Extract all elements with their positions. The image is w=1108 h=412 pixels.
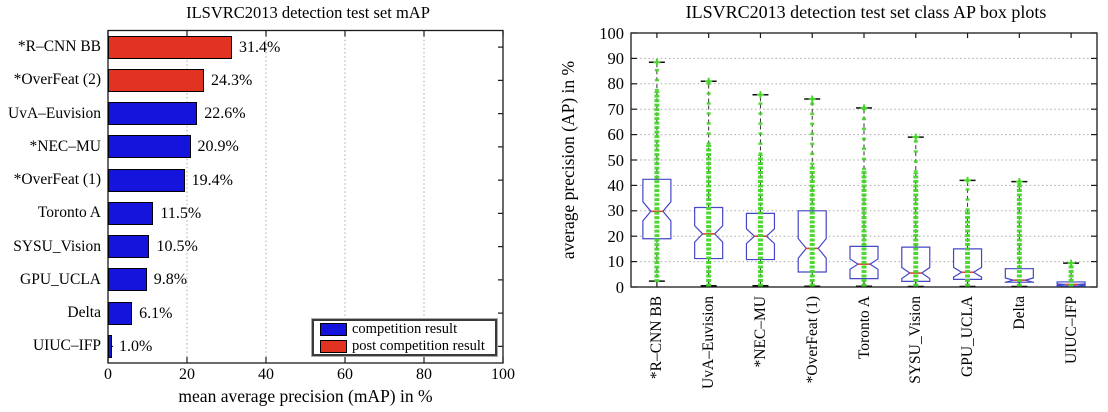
left-xtick-label-100: 100 (491, 366, 515, 383)
bar-category-label-nec-mu: *NEC–MU (29, 137, 101, 155)
bar-category-label-r-cnn-bb: *R–CNN BB (17, 38, 101, 56)
right-ytick-label-80: 80 (607, 74, 625, 94)
right-ytick-label-100: 100 (599, 23, 624, 43)
bar-nec-mu (108, 135, 191, 159)
bar-r-cnn-bb (108, 35, 233, 59)
right-ytick-label-0: 0 (615, 277, 624, 297)
bar-toronto-a (108, 201, 154, 225)
legend: competition result post competition resu… (312, 319, 497, 356)
bar-value-label-uiuc-ifp: 1.0% (118, 337, 153, 355)
right-ytick-label-20: 20 (607, 226, 625, 246)
box-category-label-toronto-a: Toronto A (855, 296, 873, 360)
bar-delta (108, 301, 133, 325)
bar-uiuc-ifp (108, 334, 112, 358)
right-ytick-label-60: 60 (607, 125, 625, 145)
box-category-label-delta: Delta (1010, 296, 1028, 330)
box-category-label-sysu-vision: SYSU_Vision (907, 296, 925, 384)
legend-swatch-competition (320, 323, 347, 336)
left-xtick-label-80: 80 (416, 366, 432, 383)
right-ytick-label-70: 70 (607, 99, 625, 119)
left-xtick-label-60: 60 (337, 366, 353, 383)
bar-category-label-uva-euvision: UvA–Euvision (8, 104, 101, 122)
bar-category-label-delta: Delta (67, 304, 101, 322)
bar-category-label-overfeat-1: *OverFeat (1) (13, 171, 101, 189)
bar-overfeat-2 (108, 68, 204, 92)
bar-value-label-overfeat-2: 24.3% (210, 71, 253, 89)
right-ytick-label-10: 10 (607, 252, 625, 272)
boxplot-box-sysu-vision (901, 246, 931, 283)
left-xtick-label-0: 0 (104, 366, 112, 383)
bar-overfeat-1 (108, 168, 185, 192)
bar-gpu-ucla (108, 268, 147, 292)
legend-entry-competition: competition result (320, 322, 490, 337)
box-category-label-uiuc-ifp: UIUC–IFP (1062, 296, 1080, 365)
box-category-label-nec-mu: *NEC–MU (751, 296, 769, 368)
boxplot-box-uva-euvision (694, 206, 724, 260)
box-category-label-overfeat-1: *OverFeat (1) (803, 296, 821, 384)
bar-value-label-delta: 6.1% (139, 304, 173, 322)
left-axis-box (107, 29, 504, 364)
box-category-label-uva-euvision: UvA–Euvision (700, 296, 718, 389)
right-ytick-label-40: 40 (607, 175, 625, 195)
legend-label-post-competition: post competition result (352, 338, 485, 354)
bar-value-label-r-cnn-bb: 31.4% (239, 38, 281, 56)
box-category-label-r-cnn-bb: *R–CNN BB (648, 296, 666, 380)
bar-category-label-sysu-vision: SYSU_Vision (13, 237, 101, 255)
right-chart-ylabel: average precision (AP) in % (558, 60, 578, 260)
bar-uva-euvision (108, 102, 198, 126)
bar-category-label-toronto-a: Toronto A (37, 204, 101, 222)
bar-sysu-vision (108, 235, 150, 259)
boxplot-box-gpu-ucla (952, 248, 983, 280)
right-chart-title: ILSVRC2013 detection test set class AP b… (685, 2, 1047, 22)
right-ytick-label-30: 30 (607, 201, 625, 221)
bar-value-label-sysu-vision: 10.5% (156, 238, 198, 256)
left-xtick-label-40: 40 (258, 366, 274, 383)
bar-value-label-nec-mu: 20.9% (197, 138, 239, 156)
bar-value-label-overfeat-1: 19.4% (191, 171, 233, 189)
bar-value-label-toronto-a: 11.5% (160, 204, 202, 222)
bar-value-label-gpu-ucla: 9.8% (153, 271, 188, 289)
bar-category-label-overfeat-2: *OverFeat (2) (13, 71, 101, 89)
bar-value-label-uva-euvision: 22.6% (204, 105, 246, 123)
bar-category-label-gpu-ucla: GPU_UCLA (20, 270, 101, 288)
bar-category-label-uiuc-ifp: UIUC–IFP (32, 337, 101, 355)
left-chart-title: ILSVRC2013 detection test set mAP (186, 3, 430, 22)
left-chart-xlabel: mean average precision (mAP) in % (178, 386, 433, 406)
legend-label-competition: competition result (352, 321, 458, 337)
legend-entry-post-competition: post competition result (320, 339, 490, 354)
right-ytick-label-50: 50 (607, 150, 625, 170)
right-ytick-label-90: 90 (607, 48, 625, 68)
legend-swatch-post-competition (320, 340, 347, 353)
left-xtick-label-20: 20 (179, 366, 195, 383)
box-category-label-gpu-ucla: GPU_UCLA (959, 296, 977, 377)
